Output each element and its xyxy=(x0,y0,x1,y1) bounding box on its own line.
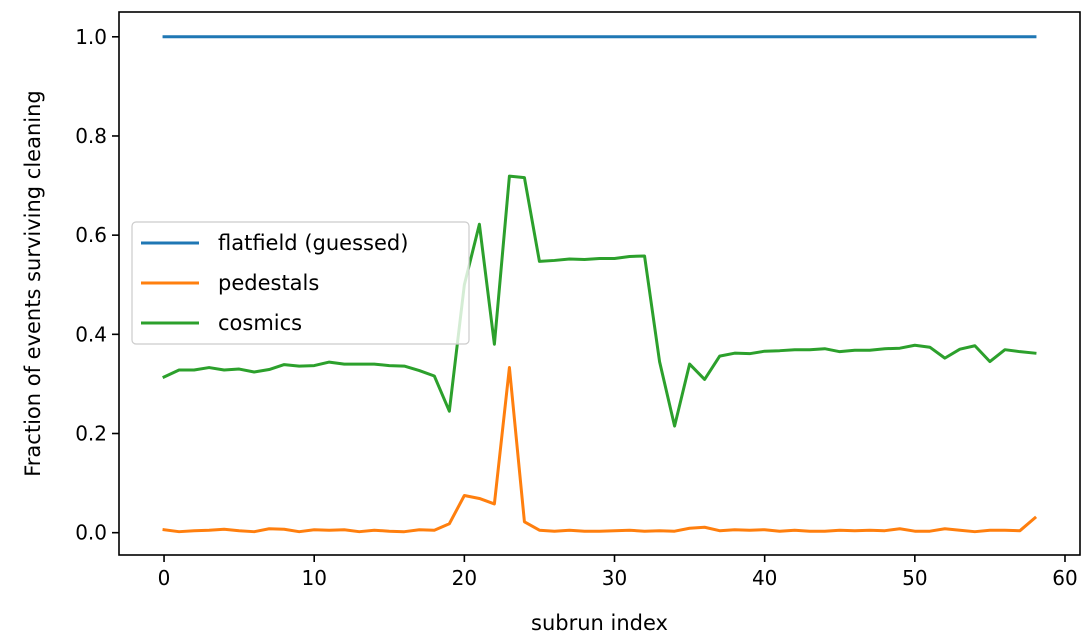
legend-label-3: cosmics xyxy=(218,311,302,335)
plot-frame xyxy=(118,11,1081,556)
legend-box xyxy=(131,221,470,345)
y-tick-label: 0.8 xyxy=(75,124,107,148)
legend-label-2: pedestals xyxy=(218,271,319,295)
x-tick-label: 50 xyxy=(902,566,927,590)
x-tick-label: 0 xyxy=(158,566,171,590)
x-tick-label: 60 xyxy=(1052,566,1077,590)
x-tick-label: 40 xyxy=(752,566,777,590)
y-tick-label: 0.0 xyxy=(75,521,107,545)
x-axis-ticks: 0 10 20 30 40 50 60 xyxy=(158,555,1078,590)
x-tick-label: 20 xyxy=(452,566,477,590)
x-axis-label: subrun index xyxy=(531,611,668,635)
legend-label-1: flatfield (guessed) xyxy=(218,231,408,255)
y-tick-label: 0.6 xyxy=(75,223,107,247)
y-tick-label: 0.4 xyxy=(75,322,107,346)
y-tick-label: 1.0 xyxy=(75,25,107,49)
y-axis-ticks: 0.0 0.2 0.4 0.6 0.8 1.0 xyxy=(75,25,119,545)
series-line-3 xyxy=(162,174,1037,428)
series-line-2 xyxy=(162,366,1038,534)
y-axis-label: Fraction of events surviving cleaning xyxy=(21,90,45,477)
legend: flatfield (guessed) pedestals cosmics xyxy=(131,221,470,345)
y-tick-label: 0.2 xyxy=(75,422,107,446)
x-tick-label: 30 xyxy=(602,566,627,590)
x-tick-label: 10 xyxy=(301,566,326,590)
series-layer xyxy=(162,35,1038,534)
